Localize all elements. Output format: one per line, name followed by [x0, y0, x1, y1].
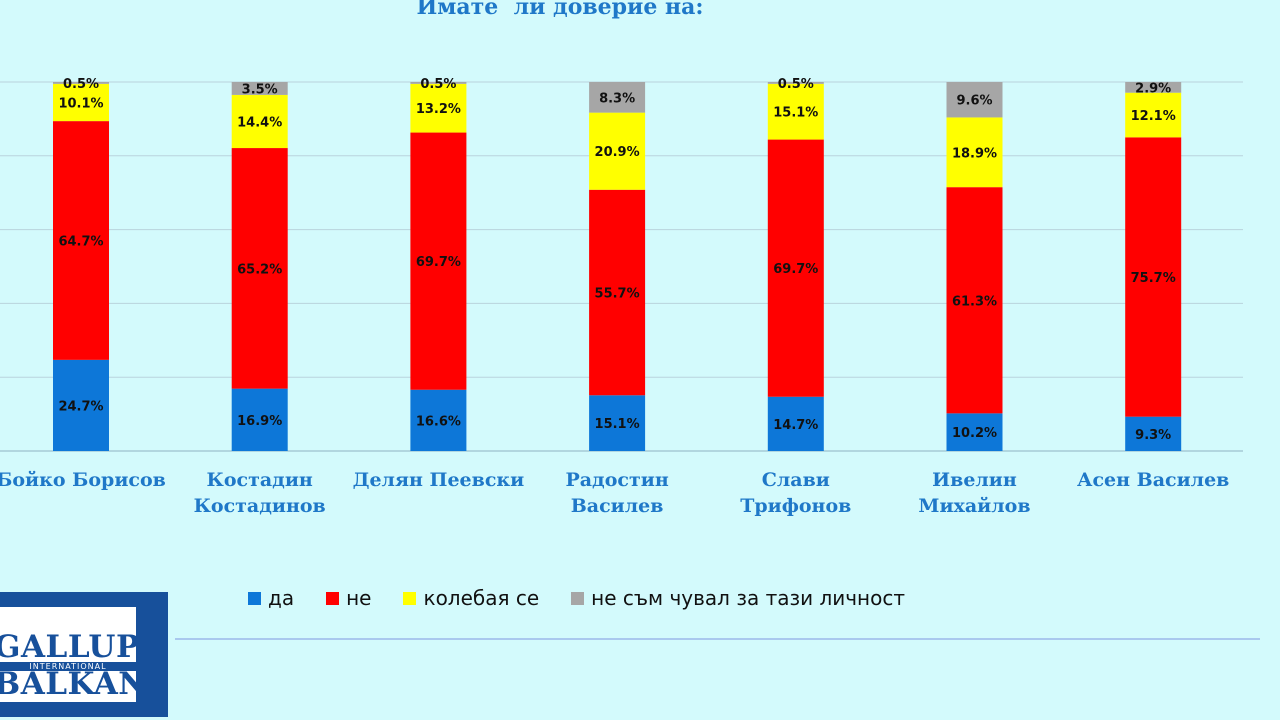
bar-segment [767, 83, 824, 140]
logo-text-international: INTERNATIONAL [0, 662, 136, 671]
bar-segment [53, 83, 109, 122]
bar-segment [767, 82, 824, 84]
bar-segment [231, 148, 288, 389]
category-label: Асен Василев [1053, 467, 1253, 493]
bar-segment [231, 388, 288, 451]
legend-swatch [326, 591, 340, 605]
legend-label: да [268, 586, 295, 610]
bar-segment [767, 396, 824, 451]
data-label: 12.1% [1131, 109, 1176, 124]
bar-segment [1125, 137, 1182, 417]
category-label-line: Асен Василев [1077, 469, 1230, 491]
bar-segment [946, 413, 1003, 451]
data-label: 75.7% [1131, 271, 1176, 286]
bar-segment [410, 82, 467, 84]
bar-segment [53, 82, 109, 84]
data-label: 10.1% [58, 96, 103, 111]
bar-segment [946, 82, 1003, 118]
data-label: 20.9% [595, 145, 640, 160]
bar-segment [410, 83, 467, 133]
bar-segment [53, 121, 109, 360]
data-label: 2.9% [1135, 81, 1171, 96]
data-label: 10.2% [952, 426, 997, 441]
legend-swatch [571, 591, 585, 605]
chart-legend: да не колебая се не съм чувал за тази лично… [248, 584, 937, 612]
chart-title: Имате ли доверие на: [416, 0, 704, 20]
data-label: 15.1% [595, 417, 640, 432]
data-label: 14.7% [773, 418, 818, 433]
data-label: 0.5% [63, 77, 99, 92]
category-label-line: Костадинов [193, 495, 326, 517]
legend-item: не [326, 586, 371, 610]
category-label-line: Бойко Борисов [0, 469, 166, 491]
category-label-line: Трифонов [740, 495, 852, 517]
bar-segment [589, 189, 646, 396]
category-label-line: Михайлов [918, 495, 1031, 517]
legend-item: да [248, 586, 294, 610]
category-label: Бойко Борисов [0, 467, 181, 493]
legend-item: не съм чувал за тази личност [571, 586, 905, 610]
data-label: 13.2% [416, 102, 461, 117]
data-label: 3.5% [242, 82, 278, 97]
category-label-line: Костадин [206, 469, 313, 491]
bar-segment [1125, 82, 1182, 93]
bar-segment [589, 395, 646, 451]
divider-line [175, 638, 1260, 640]
category-label: Радостин Василев [517, 467, 717, 519]
data-label: 14.4% [237, 115, 282, 130]
data-label: 61.3% [952, 294, 997, 309]
legend-item: колебая се [403, 586, 539, 610]
data-label: 0.5% [778, 77, 814, 92]
data-label: 64.7% [58, 234, 103, 249]
data-label: 55.7% [595, 287, 640, 302]
category-label-line: Делян Пеевски [352, 469, 525, 491]
bar-segment [410, 132, 467, 390]
category-label-line: Слави [761, 469, 830, 491]
bar-segment [767, 139, 824, 397]
bar-segment [946, 187, 1003, 414]
data-label: 9.3% [1135, 428, 1171, 443]
gallup-international-balkan-logo: GALLUP INTERNATIONAL BALKAN [0, 592, 168, 717]
data-label: 16.6% [416, 414, 461, 429]
bar-segment [1125, 416, 1182, 451]
data-label: 65.2% [237, 262, 282, 277]
data-label: 18.9% [952, 146, 997, 161]
category-label-line: Ивелин [932, 469, 1017, 491]
data-label: 9.6% [956, 94, 992, 109]
legend-swatch [248, 591, 261, 605]
bar-segment [231, 94, 288, 149]
legend-label: не съм чувал за тази личност [591, 586, 906, 610]
legend-label: не [346, 586, 372, 610]
bar-segment [53, 359, 109, 451]
logo-text-gallup: GALLUP [0, 629, 136, 665]
data-label: 15.1% [773, 106, 818, 121]
legend-swatch [403, 591, 417, 605]
category-label-line: Василев [570, 495, 664, 517]
data-label: 69.7% [773, 262, 818, 277]
bar-segment [1125, 92, 1182, 138]
bar-segment [946, 117, 1003, 188]
bar-segment [410, 389, 467, 451]
category-label-line: Радостин [565, 469, 669, 491]
chart-plot: 24.7% 64.7% 10.1% 0.5% 16.9% 65.2% 14.4% 3.5% 16… [0, 77, 1243, 452]
data-label: 0.5% [420, 77, 456, 92]
category-label: Ивелин Михайлов [875, 467, 1075, 519]
logo-text-balkan: BALKAN [0, 666, 136, 702]
category-label: Делян Пеевски [338, 467, 538, 493]
bar-segment [589, 82, 646, 113]
data-label: 16.9% [237, 414, 282, 429]
data-label: 8.3% [599, 91, 635, 106]
legend-label: колебая се [423, 586, 540, 610]
data-label: 24.7% [58, 399, 103, 414]
data-label: 69.7% [416, 255, 461, 270]
category-label: Костадин Костадинов [160, 467, 360, 519]
logo-plate: GALLUP INTERNATIONAL BALKAN [0, 607, 136, 702]
bar-segment [231, 82, 288, 95]
bar-segment [589, 112, 646, 190]
category-label: Слави Трифонов [696, 467, 896, 519]
